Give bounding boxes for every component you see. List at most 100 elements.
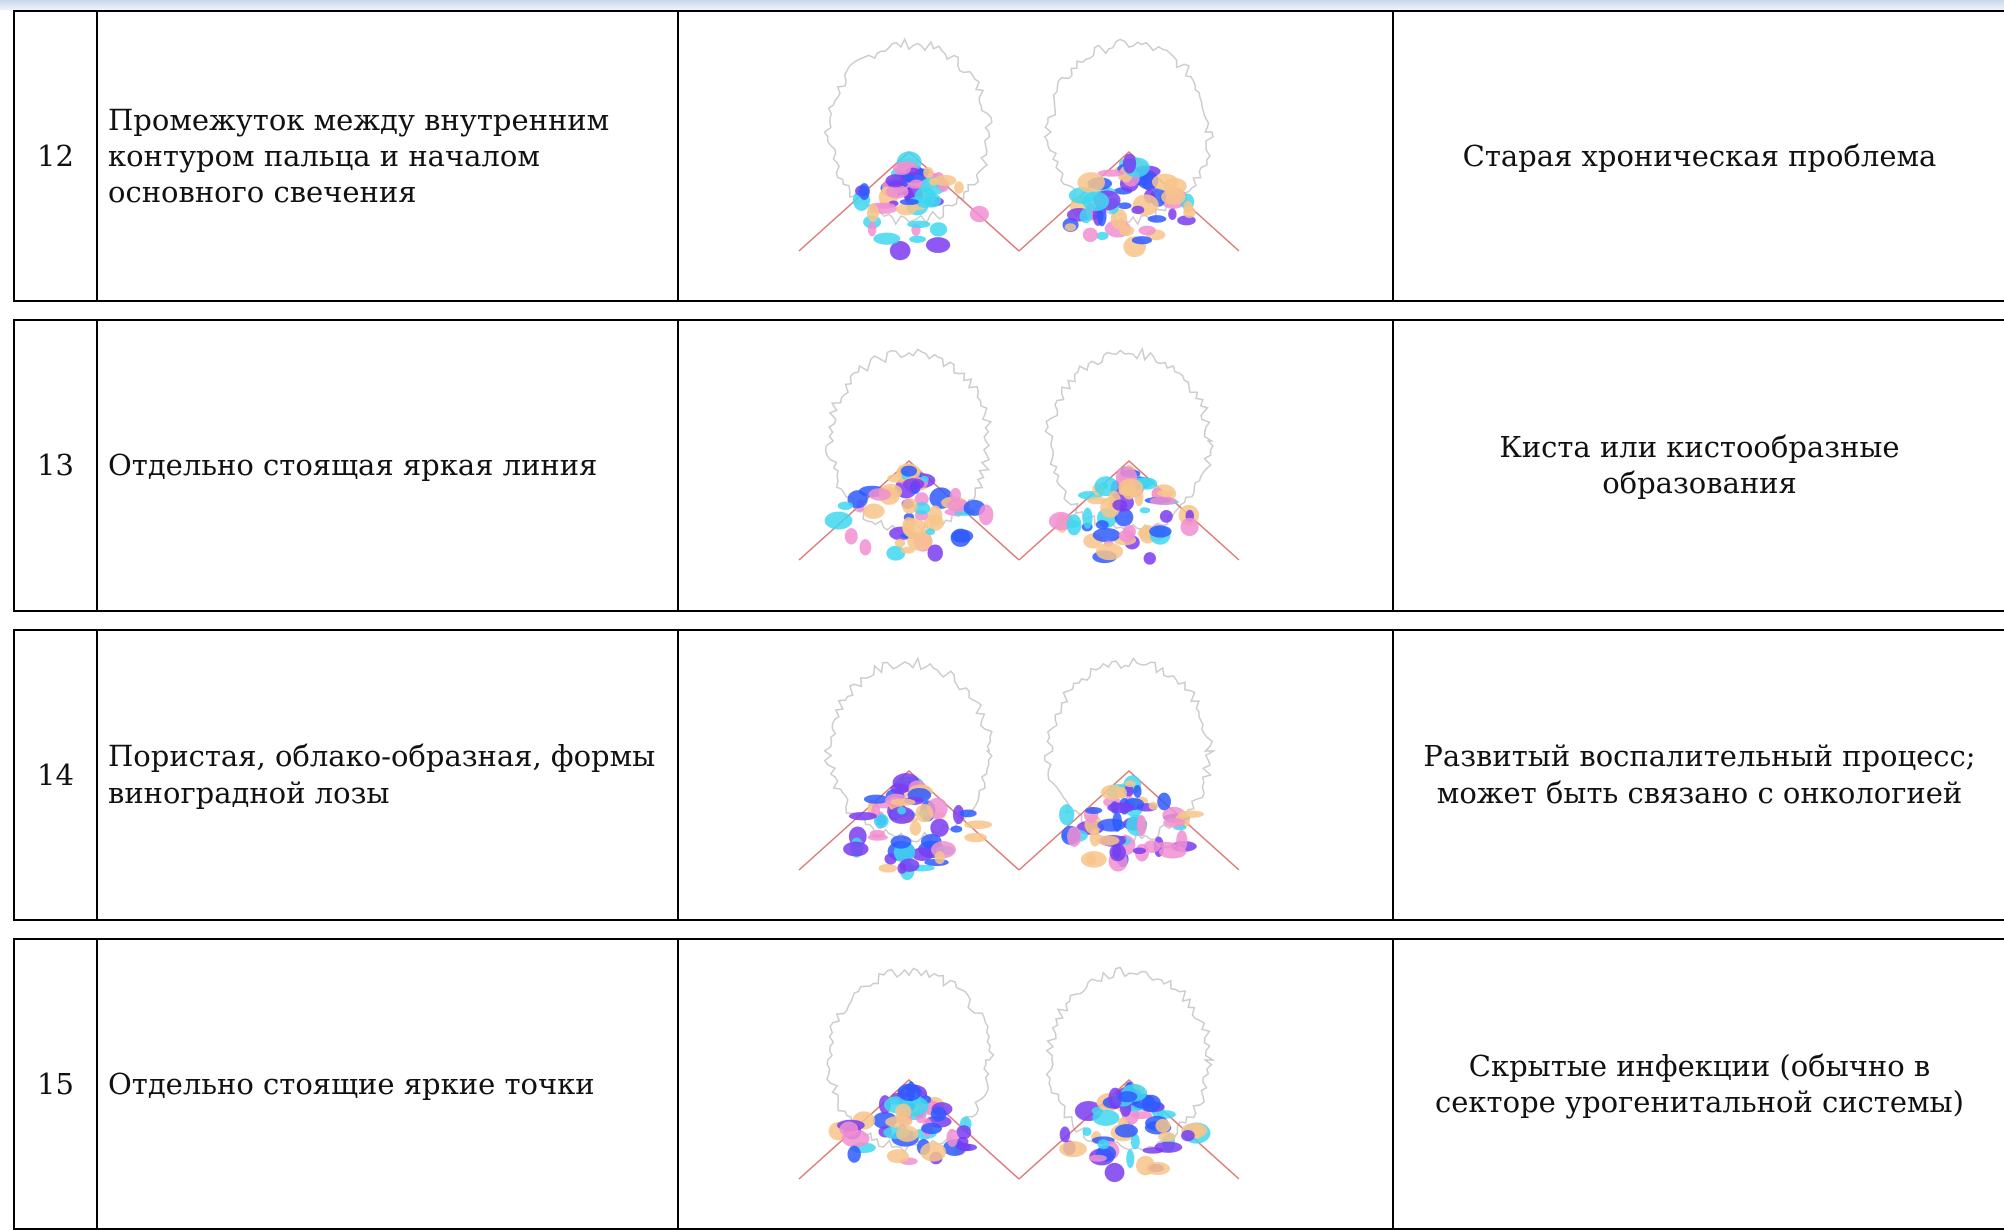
glow-blob xyxy=(969,205,989,223)
glow-images xyxy=(798,655,1240,880)
meaning: Старая хроническая проблема xyxy=(1392,9,2004,303)
glow-blob xyxy=(848,811,877,820)
glow-blob xyxy=(1116,786,1127,799)
glow-blob xyxy=(914,492,929,507)
glow-blob xyxy=(1114,508,1134,527)
glow-blob xyxy=(1155,1118,1171,1133)
glow-blob xyxy=(952,804,965,824)
glow-blob xyxy=(902,478,925,491)
glow-blob xyxy=(1059,1140,1087,1157)
glow-blob xyxy=(959,809,977,817)
glow-blob xyxy=(1159,510,1173,524)
glow-blob xyxy=(946,1128,958,1147)
glow-blob xyxy=(1149,496,1177,506)
glow-blob xyxy=(1143,839,1161,853)
glow-blob xyxy=(1180,518,1199,537)
image-cell xyxy=(677,9,1394,303)
glow-blob xyxy=(1097,206,1107,227)
glow-blob xyxy=(885,174,906,188)
glow-blob xyxy=(1082,191,1110,212)
glow-blob xyxy=(896,1125,919,1142)
glow-blob xyxy=(950,825,963,833)
glow-blob xyxy=(1138,225,1156,236)
glow-blob xyxy=(1092,1109,1120,1126)
glow-blob xyxy=(1137,814,1146,830)
glow-blob xyxy=(978,504,994,526)
table-row: 15 Отдельно стоящие яркие точки Скрытые ин… xyxy=(13,937,2004,1230)
glow-blob xyxy=(895,1103,912,1119)
spacer-cell xyxy=(14,300,2004,322)
glow-blob xyxy=(964,832,987,842)
glow-blob xyxy=(923,514,944,532)
glow-blob xyxy=(873,813,889,828)
glow-blob xyxy=(889,241,911,261)
glow-blob xyxy=(951,529,974,543)
glow-blob xyxy=(1157,792,1171,810)
glow-blob xyxy=(878,863,898,873)
feature: Пористая, облако-образная, формы виногра… xyxy=(96,628,679,921)
glow-contour xyxy=(823,655,993,842)
glow-blob xyxy=(1114,1123,1138,1138)
glow-blob xyxy=(902,498,918,515)
sector-lines xyxy=(798,1078,1020,1180)
glow-blob xyxy=(899,198,919,206)
glow-blob xyxy=(868,488,892,501)
glow-blob xyxy=(950,488,962,503)
glow-blob xyxy=(885,1115,913,1128)
glow-blob xyxy=(1096,231,1109,241)
glow-blob xyxy=(930,1106,947,1122)
glow-blob xyxy=(1097,818,1126,832)
glow-blob xyxy=(1122,482,1136,500)
glow-blob xyxy=(1088,1154,1107,1162)
glow-blob xyxy=(925,237,951,253)
glow-blob xyxy=(921,1122,942,1134)
glow-blob xyxy=(1097,1138,1110,1149)
glow-blob xyxy=(1095,520,1109,530)
spacer-cell xyxy=(14,609,2004,631)
glow-blob xyxy=(1118,529,1135,543)
glow-blob xyxy=(1059,803,1075,825)
glow-blob xyxy=(923,166,934,179)
glow-blob xyxy=(847,490,868,509)
glow-blob xyxy=(890,797,916,806)
image-cell xyxy=(677,628,1394,921)
glow-blob xyxy=(886,546,906,561)
glow-blob xyxy=(1133,784,1142,798)
glow-blob xyxy=(922,193,942,208)
glow-blob xyxy=(907,532,933,551)
glow-blob xyxy=(1130,1133,1140,1150)
feature: Промежуток между внутренним контуром пал… xyxy=(96,9,679,303)
glow-blob xyxy=(1117,202,1132,210)
glow-blob xyxy=(1064,223,1077,232)
table: 12 Промежуток между внутренним контуром п… xyxy=(13,9,2004,1230)
glow-blob xyxy=(933,174,957,186)
glow-blob xyxy=(1139,507,1151,514)
glow-blob xyxy=(1163,817,1186,827)
glow-blob xyxy=(884,852,897,864)
meaning: Скрытые инфекции (обычно в секторе уроге… xyxy=(1392,937,2004,1230)
glow-blob xyxy=(906,1080,916,1102)
glow-blob xyxy=(930,818,949,837)
glow-blob xyxy=(1154,1141,1183,1153)
glow-blob xyxy=(866,204,879,222)
glow-blob xyxy=(824,511,853,530)
glow-blob xyxy=(1124,779,1136,787)
glow-blob xyxy=(925,528,936,536)
glow-blob xyxy=(1149,525,1172,538)
glow-blob xyxy=(1145,1161,1171,1175)
glow-blob xyxy=(858,183,870,200)
glow-blob xyxy=(862,503,885,520)
glow-blob xyxy=(1148,801,1158,810)
glow-blob xyxy=(1096,834,1120,846)
glow-blob xyxy=(1163,178,1187,195)
glow-contour xyxy=(824,348,993,533)
image-cell xyxy=(677,937,1394,1230)
glow-blob xyxy=(1089,828,1101,847)
glow-blob xyxy=(1168,208,1177,220)
glow-blob xyxy=(894,538,906,548)
table-row: 12 Промежуток между внутренним контуром п… xyxy=(13,9,2004,303)
sector-lines xyxy=(1018,1078,1240,1180)
glow-blob xyxy=(957,1143,978,1151)
glow-blob xyxy=(890,834,912,849)
glow-blob xyxy=(1067,826,1082,847)
